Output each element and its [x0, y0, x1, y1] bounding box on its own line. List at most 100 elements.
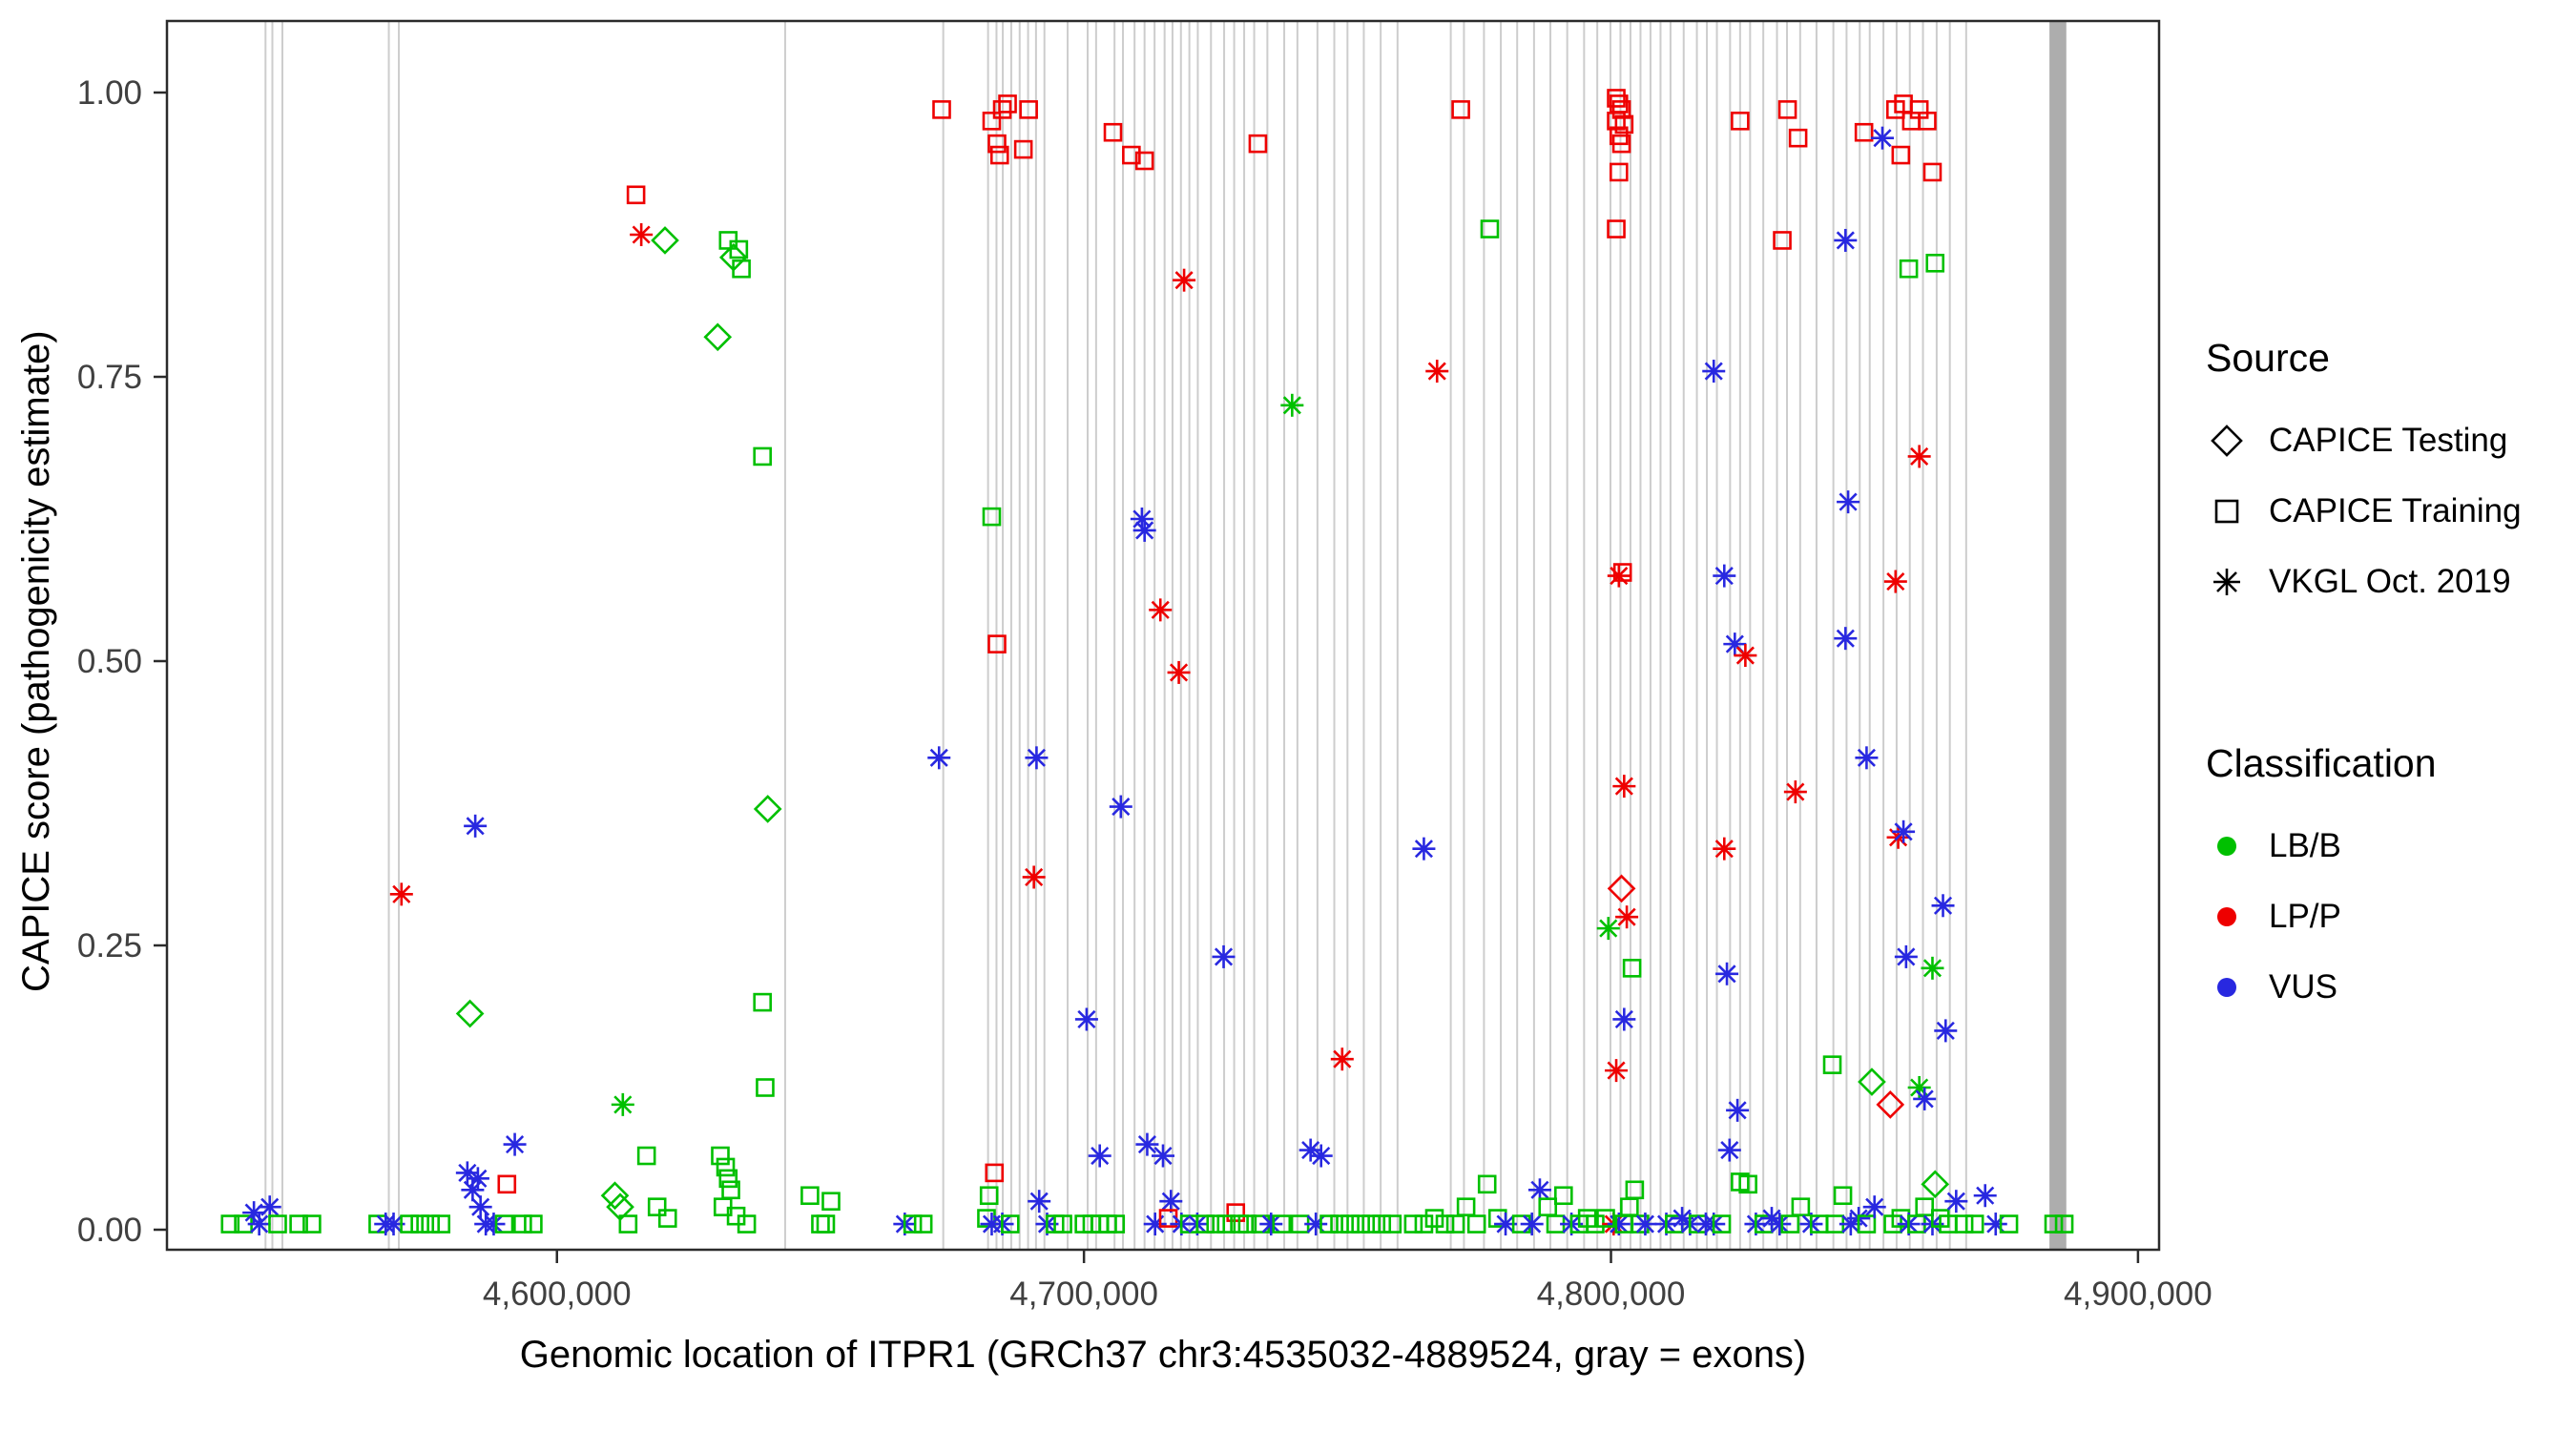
data-point-diamond — [1876, 1090, 1905, 1119]
data-point-square — [268, 1214, 287, 1234]
data-point-asterisk — [1025, 746, 1049, 770]
data-point-square — [1106, 1214, 1126, 1234]
data-point-square — [729, 239, 749, 259]
data-point-square — [1013, 139, 1033, 159]
data-point-asterisk — [1913, 1087, 1937, 1110]
y-axis-title: CAPICE score (pathogenicity estimate) — [15, 330, 57, 992]
data-point-square — [1964, 1214, 1984, 1234]
legend-classification-block: Classification LB/B LP/P VUS — [2206, 741, 2568, 1023]
data-point-square — [647, 1197, 667, 1216]
data-point-asterisk — [1022, 865, 1046, 889]
data-point-asterisk — [247, 1213, 271, 1236]
x-tick-label: 4,900,000 — [2064, 1275, 2212, 1313]
data-point-square — [1351, 1214, 1370, 1234]
data-point-square — [1625, 1180, 1645, 1200]
data-point-square — [1538, 1197, 1558, 1216]
data-point-square — [626, 185, 646, 205]
data-point-square — [977, 1209, 996, 1228]
data-point-asterisk — [1280, 393, 1304, 417]
data-point-asterisk — [482, 1213, 506, 1236]
data-point-square — [1053, 1214, 1072, 1234]
data-point-square — [1854, 122, 1874, 142]
data-point-square — [913, 1214, 933, 1234]
data-point-asterisk — [1768, 1213, 1792, 1236]
data-point-diamond — [455, 999, 485, 1028]
data-point-square — [1372, 1214, 1392, 1234]
legend-item-label: CAPICE Testing — [2269, 422, 2508, 459]
data-point-asterisk — [1143, 1213, 1167, 1236]
data-point-square — [302, 1214, 322, 1234]
data-point-square — [811, 1214, 830, 1234]
data-point-square — [289, 1214, 308, 1234]
data-point-square — [1731, 112, 1750, 131]
data-point-diamond — [1921, 1170, 1950, 1199]
data-point-asterisk — [630, 223, 654, 246]
legend-item-lpp: LP/P — [2206, 881, 2568, 952]
data-point-square — [1403, 1214, 1423, 1234]
data-point-square — [1445, 1214, 1465, 1234]
data-point-square — [1610, 162, 1629, 182]
data-point-asterisk — [1259, 1213, 1283, 1236]
legend-gap — [2206, 617, 2568, 741]
axes-layer: 4,600,000 4,700,000 4,800,000 4,900,000 0.00… — [77, 74, 2212, 1313]
data-point-square — [1216, 1214, 1236, 1234]
data-point-square — [1738, 1174, 1757, 1194]
data-point-asterisk — [503, 1132, 527, 1156]
data-point-asterisk — [1527, 1178, 1551, 1202]
data-point-square — [1607, 219, 1626, 238]
data-point-asterisk — [389, 882, 413, 906]
data-point-square — [1791, 1197, 1811, 1216]
data-point-asterisk — [1596, 917, 1620, 941]
data-point-square — [756, 1078, 775, 1097]
data-point-square — [657, 1209, 677, 1228]
legend-item-label: LB/B — [2269, 827, 2341, 864]
y-tick-label: 0.25 — [77, 927, 142, 964]
data-point-square — [1019, 100, 1038, 119]
data-point-asterisk — [1494, 1213, 1518, 1236]
data-point-square — [1122, 145, 1141, 165]
data-point-asterisk — [1212, 944, 1236, 968]
data-point-square — [497, 1174, 517, 1194]
legend: Source CAPICE Testing CAPICE Training — [2206, 336, 2568, 1023]
data-point-square — [1611, 134, 1631, 154]
data-point-square — [1554, 1186, 1573, 1206]
data-point-asterisk — [1713, 837, 1736, 861]
data-point-asterisk — [1934, 1019, 1958, 1043]
data-point-square — [1103, 122, 1123, 142]
data-point-square — [992, 100, 1012, 119]
data-point-asterisk — [1074, 1007, 1098, 1031]
data-point-asterisk — [1726, 1098, 1750, 1122]
data-point-square — [753, 992, 772, 1012]
data-point-asterisk — [1132, 518, 1156, 542]
data-point-square — [1480, 219, 1500, 238]
data-point-diamond — [651, 226, 679, 255]
y-tick-label: 1.00 — [77, 74, 142, 112]
data-point-square — [987, 634, 1007, 653]
data-point-square — [618, 1214, 638, 1234]
legend-item-label: VKGL Oct. 2019 — [2269, 563, 2511, 600]
data-point-square — [1622, 959, 1642, 978]
legend-item-vus: VUS — [2206, 952, 2568, 1023]
data-point-square — [1918, 112, 1937, 131]
data-point-square — [1612, 563, 1632, 582]
diamond-icon — [2211, 425, 2243, 457]
data-point-square — [716, 1157, 736, 1177]
data-point-square — [1319, 1214, 1339, 1234]
legend-item-capice-training: CAPICE Training — [2206, 476, 2568, 547]
data-point-asterisk — [1713, 564, 1736, 588]
data-point-square — [1596, 1209, 1615, 1228]
data-point-asterisk — [1921, 956, 1944, 980]
data-point-asterisk — [1612, 775, 1636, 798]
data-point-square — [1330, 1214, 1349, 1234]
data-point-asterisk — [1028, 1190, 1051, 1213]
asterisk-icon — [2213, 569, 2240, 595]
data-point-square — [1899, 259, 1919, 279]
legend-item-vkgl: VKGL Oct. 2019 — [2206, 547, 2568, 617]
data-point-square — [979, 1186, 999, 1206]
data-point-asterisk — [1855, 746, 1879, 770]
data-point-square — [1361, 1214, 1381, 1234]
data-point-square — [987, 134, 1007, 154]
data-point-square — [400, 1214, 419, 1234]
data-point-square — [1777, 100, 1797, 119]
